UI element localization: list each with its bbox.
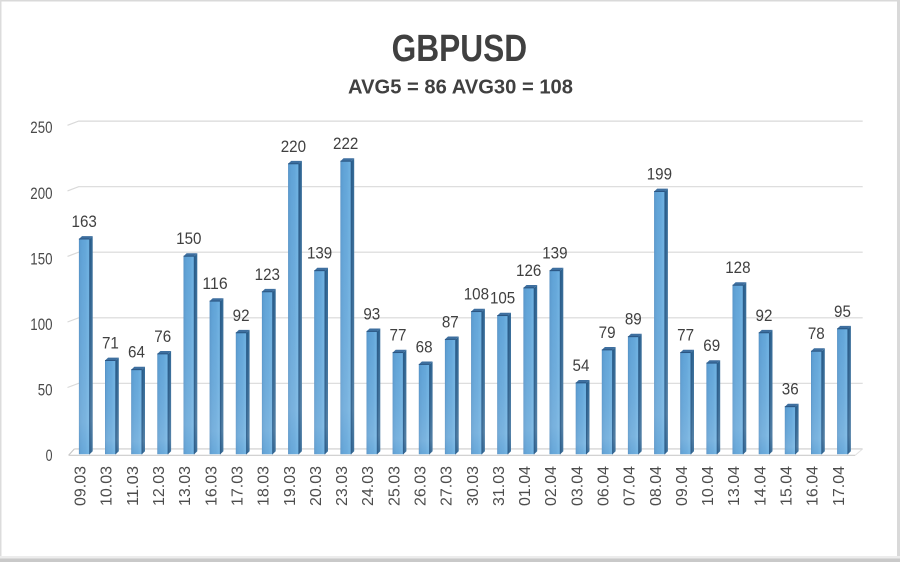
- svg-text:77: 77: [677, 326, 694, 345]
- svg-text:17.04: 17.04: [831, 466, 848, 506]
- svg-text:139: 139: [307, 244, 332, 263]
- svg-text:199: 199: [647, 165, 672, 184]
- svg-text:19.03: 19.03: [282, 466, 299, 506]
- svg-text:13.03: 13.03: [177, 466, 194, 506]
- svg-text:76: 76: [154, 327, 171, 346]
- svg-text:100: 100: [30, 315, 52, 334]
- svg-text:93: 93: [363, 304, 380, 323]
- svg-text:24.03: 24.03: [360, 466, 377, 506]
- svg-text:10.03: 10.03: [99, 466, 116, 506]
- svg-text:14.04: 14.04: [752, 466, 769, 506]
- svg-text:12.03: 12.03: [151, 466, 168, 506]
- svg-text:02.04: 02.04: [543, 466, 560, 506]
- svg-text:18.03: 18.03: [256, 466, 273, 506]
- svg-text:16.03: 16.03: [203, 466, 220, 506]
- svg-text:250: 250: [30, 118, 52, 137]
- svg-text:89: 89: [625, 310, 642, 329]
- svg-text:150: 150: [176, 229, 201, 248]
- svg-text:08.04: 08.04: [648, 466, 665, 506]
- svg-text:78: 78: [808, 324, 825, 343]
- svg-text:20.03: 20.03: [308, 466, 325, 506]
- svg-text:30.03: 30.03: [465, 466, 482, 506]
- svg-text:163: 163: [72, 212, 97, 231]
- svg-text:01.04: 01.04: [517, 466, 534, 506]
- svg-text:200: 200: [30, 184, 52, 203]
- svg-text:50: 50: [38, 380, 53, 399]
- svg-text:222: 222: [333, 134, 358, 153]
- svg-text:128: 128: [725, 258, 750, 277]
- svg-text:10.04: 10.04: [700, 466, 717, 506]
- svg-text:13.04: 13.04: [726, 466, 743, 506]
- svg-text:79: 79: [599, 323, 616, 342]
- svg-text:26.03: 26.03: [413, 466, 430, 506]
- svg-text:71: 71: [102, 334, 119, 353]
- svg-text:116: 116: [202, 274, 227, 293]
- svg-text:92: 92: [756, 306, 773, 325]
- svg-text:105: 105: [490, 289, 515, 308]
- svg-text:95: 95: [834, 302, 851, 321]
- svg-text:87: 87: [442, 312, 459, 331]
- svg-text:54: 54: [573, 356, 590, 375]
- svg-text:23.03: 23.03: [334, 466, 351, 506]
- svg-text:77: 77: [390, 326, 407, 345]
- svg-text:GBPUSD: GBPUSD: [392, 28, 528, 70]
- svg-text:150: 150: [30, 249, 52, 268]
- svg-text:68: 68: [416, 337, 433, 356]
- svg-text:09.04: 09.04: [674, 466, 691, 506]
- svg-text:06.04: 06.04: [596, 466, 613, 506]
- svg-text:69: 69: [703, 336, 720, 355]
- svg-text:108: 108: [464, 285, 489, 304]
- svg-text:25.03: 25.03: [386, 466, 403, 506]
- svg-text:16.04: 16.04: [805, 466, 822, 506]
- svg-text:09.03: 09.03: [73, 466, 90, 506]
- svg-text:11.03: 11.03: [125, 466, 142, 506]
- svg-text:AVG5 = 86 AVG30 = 108: AVG5 = 86 AVG30 = 108: [348, 77, 573, 99]
- svg-text:03.04: 03.04: [569, 466, 586, 506]
- svg-text:220: 220: [281, 137, 306, 156]
- svg-text:36: 36: [782, 380, 799, 399]
- svg-text:27.03: 27.03: [439, 466, 456, 506]
- svg-text:15.04: 15.04: [779, 466, 796, 506]
- svg-text:64: 64: [128, 343, 145, 362]
- svg-text:126: 126: [516, 261, 541, 280]
- svg-text:07.04: 07.04: [622, 466, 639, 506]
- svg-text:17.03: 17.03: [230, 466, 247, 506]
- svg-text:139: 139: [542, 244, 567, 263]
- svg-text:31.03: 31.03: [491, 466, 508, 506]
- svg-text:0: 0: [46, 446, 53, 465]
- svg-text:92: 92: [233, 306, 250, 325]
- svg-text:123: 123: [255, 265, 280, 284]
